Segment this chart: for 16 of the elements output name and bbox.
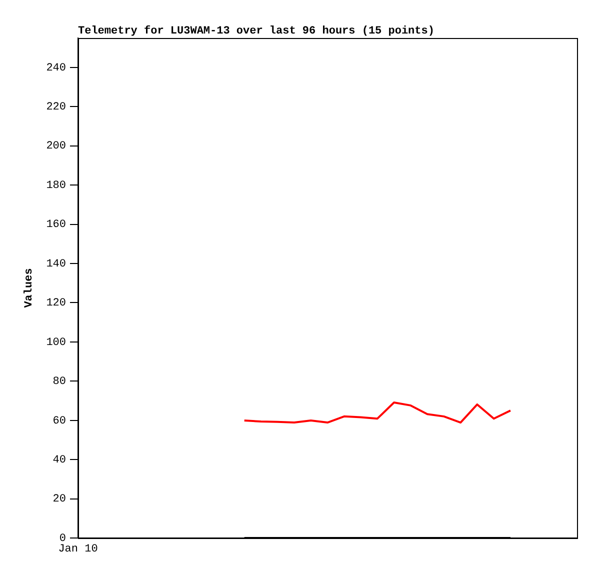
y-tick-label: 180 — [46, 180, 66, 192]
y-tick-label: 220 — [46, 102, 66, 114]
y-tick-label: 160 — [46, 219, 66, 232]
x-tick-label: Jan 10 — [58, 544, 98, 556]
y-tick-label: 200 — [46, 140, 66, 153]
y-tick-label: 240 — [46, 62, 66, 74]
y-tick-label: 0 — [59, 532, 66, 545]
y-tick-label: 120 — [46, 298, 66, 310]
y-axis-title: Values — [23, 268, 36, 308]
y-tick-label: 60 — [52, 415, 66, 428]
y-tick-label: 20 — [52, 494, 66, 506]
chart-title: Telemetry for LU3WAM-13 over last 96 hours (15 points) — [78, 24, 434, 38]
y-tick-label: 80 — [52, 376, 66, 388]
y-tick-label: 40 — [52, 454, 66, 466]
y-tick-label: 100 — [46, 336, 66, 349]
y-tick-label: 140 — [46, 258, 66, 270]
